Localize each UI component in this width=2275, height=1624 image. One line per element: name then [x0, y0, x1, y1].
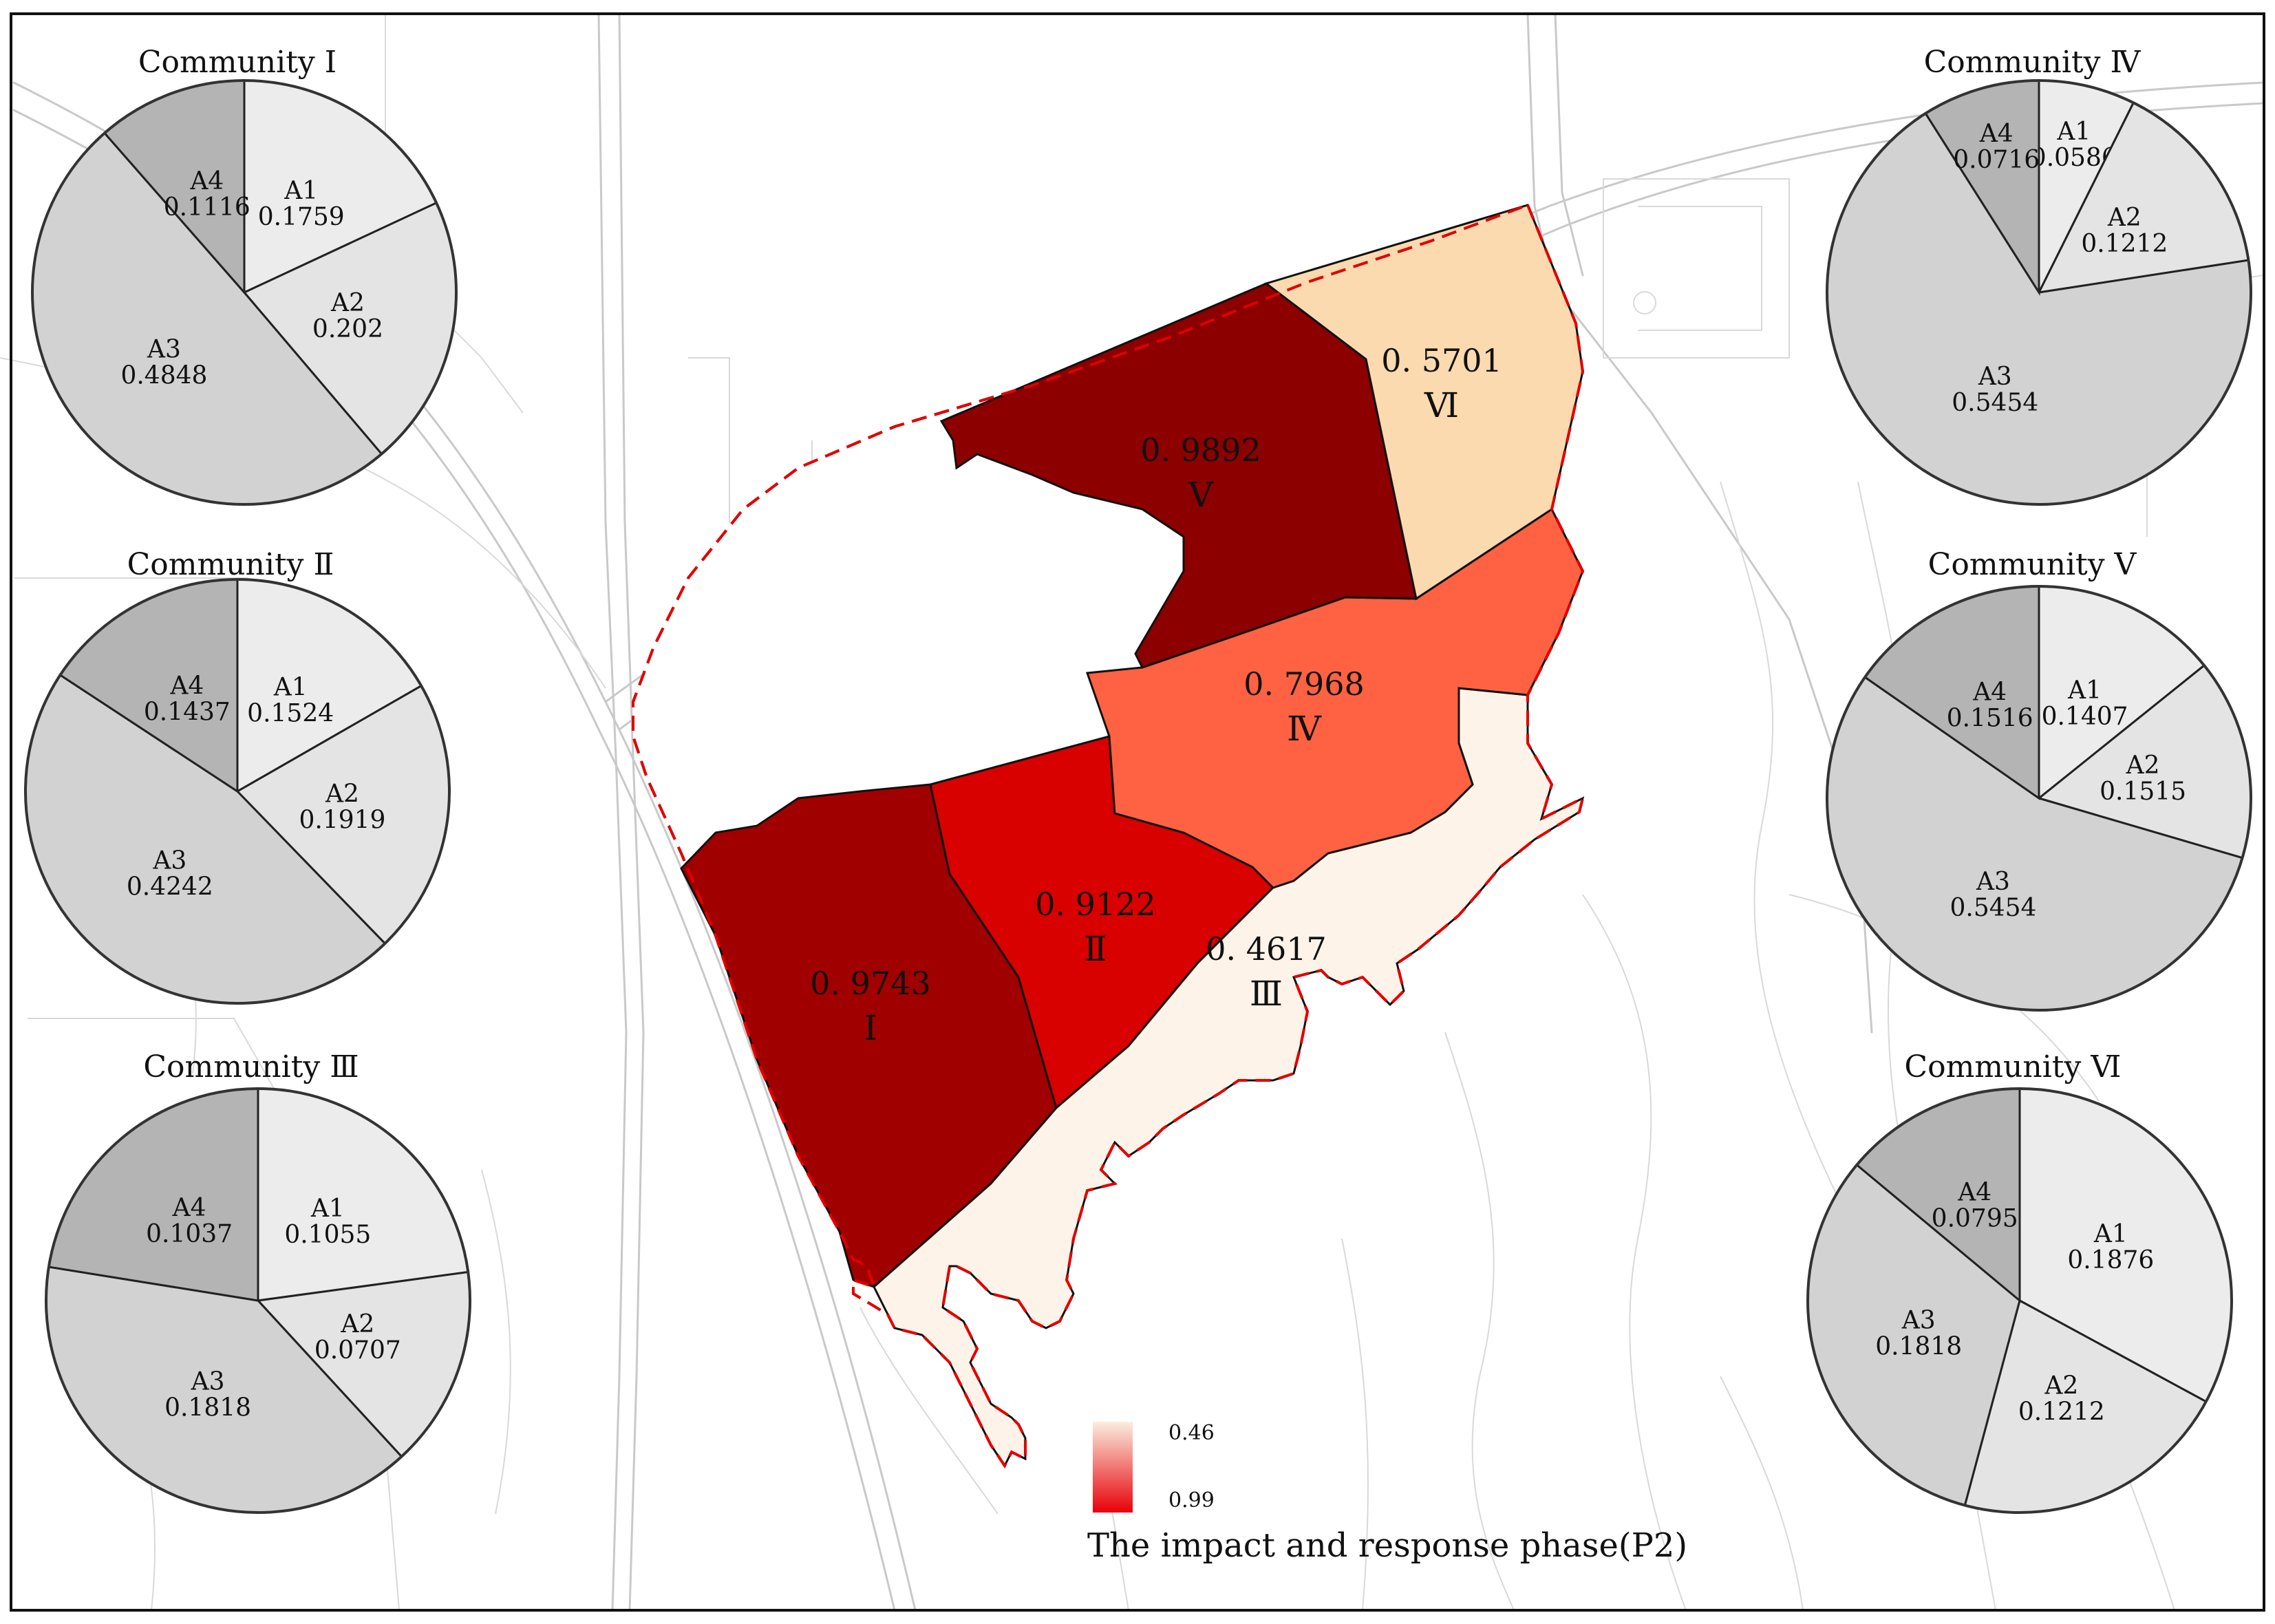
community-3-value-a2: 0.0707 — [314, 1336, 401, 1365]
community-3-label-a3: A3 — [191, 1368, 225, 1396]
study-area-boundary-outline — [632, 203, 1585, 1468]
region-v-value: 0. 9892 — [1140, 431, 1261, 469]
community-1-value-a2: 0.202 — [312, 315, 383, 343]
community-1-label-a4: A4 — [189, 167, 224, 195]
community-2-title: Community Ⅱ — [127, 547, 334, 582]
region-ii-numeral: Ⅱ — [1084, 929, 1107, 969]
community-4-label-a3: A3 — [1978, 363, 2012, 391]
legend-title: The impact and response phase(P2) — [1087, 1526, 1687, 1565]
community-6-label-a2: A2 — [2044, 1371, 2078, 1400]
community-4-label-a4: A4 — [1979, 120, 2014, 148]
community-4-label-a1: A1 — [2056, 118, 2091, 146]
region-vi-numeral: Ⅵ — [1424, 385, 1459, 425]
community-6-value-a1: 0.1876 — [2067, 1246, 2154, 1274]
region-ii-value: 0. 9122 — [1035, 886, 1156, 923]
community-6-value-a2: 0.1212 — [2018, 1398, 2105, 1426]
legend-min-label: 0.99 — [1168, 1488, 1215, 1513]
community-6-label-a3: A3 — [1901, 1307, 1936, 1335]
community-5-value-a1: 0.1407 — [2042, 703, 2128, 731]
community-4-label-a2: A2 — [2107, 204, 2142, 232]
community-6-label-a4: A4 — [1957, 1179, 1991, 1207]
region-i-numeral: Ⅰ — [864, 1008, 877, 1048]
region-vi-value: 0. 5701 — [1381, 342, 1502, 379]
community-5-value-a2: 0.1515 — [2100, 778, 2186, 806]
community-5-label-a2: A2 — [2126, 751, 2160, 780]
community-3-label-a1: A1 — [310, 1195, 345, 1223]
community-3-title: Community Ⅲ — [143, 1049, 359, 1085]
community-1-label-a3: A3 — [147, 336, 181, 364]
community-5-value-a3: 0.5454 — [1950, 894, 2037, 922]
legend-color-ramp — [1093, 1422, 1133, 1513]
community-1-value-a3: 0.4848 — [120, 362, 207, 390]
region-i-value: 0. 9743 — [810, 965, 931, 1002]
community-1-label-a2: A2 — [330, 289, 365, 317]
community-4-title: Community Ⅳ — [1924, 45, 2142, 80]
community-6-label-a1: A1 — [2093, 1220, 2128, 1248]
community-4-pie-outline — [1826, 79, 2252, 506]
community-2-pie: Community Ⅱ A10.1524 A20.1919 A30.4242 A40.1… — [24, 547, 451, 1005]
region-iii-value: 0. 4617 — [1206, 930, 1327, 968]
legend-max-label: 0.46 — [1168, 1421, 1215, 1445]
community-3-value-a1: 0.1055 — [284, 1221, 371, 1249]
community-4-value-a2: 0.1212 — [2081, 230, 2168, 258]
community-3-pie-outline — [45, 1087, 471, 1514]
community-6-value-a4: 0.0795 — [1932, 1205, 2018, 1233]
community-6-pie: Community Ⅵ A10.1876 A20.1212 A30.1818 A40.0… — [1806, 1049, 2233, 1514]
community-2-label-a3: A3 — [152, 847, 186, 875]
region-iv-numeral: Ⅳ — [1287, 709, 1322, 749]
community-2-value-a4: 0.1437 — [144, 698, 231, 726]
community-1-value-a1: 0.1759 — [258, 203, 345, 231]
community-5-pie: Community Ⅴ A10.1407 A20.1515 A30.5454 A40.1… — [1826, 547, 2252, 1012]
community-4-pie: Community ⅣA10.0586A20.1212A30.5454A40.0… — [1826, 45, 2252, 506]
community-6-title: Community Ⅵ — [1904, 1049, 2121, 1085]
region-iii-numeral: Ⅲ — [1250, 974, 1283, 1014]
community-5-title: Community Ⅴ — [1928, 547, 2137, 582]
community-3-label-a2: A2 — [340, 1310, 374, 1338]
region-iv-value: 0. 7968 — [1243, 665, 1365, 703]
community-3-value-a4: 0.1037 — [146, 1220, 233, 1248]
legend: 0.46 0.99 The impact and response phase(… — [1087, 1421, 1687, 1565]
community-1-pie: Community Ⅰ A10.1759 A20.202 A30.4848 A40.11… — [31, 45, 458, 506]
community-4-value-a3: 0.5454 — [1952, 389, 2038, 417]
community-2-value-a1: 0.1524 — [247, 700, 334, 728]
community-5-label-a1: A1 — [2067, 676, 2102, 705]
community-2-value-a2: 0.1919 — [299, 806, 386, 834]
community-3-pie: Community Ⅲ A10.1055 A20.0707 A30.1818 A40.1… — [45, 1049, 471, 1514]
community-3-value-a3: 0.1818 — [164, 1394, 251, 1422]
community-1-label-a1: A1 — [284, 177, 318, 205]
community-5-label-a3: A3 — [1976, 868, 2010, 896]
community-2-pie-outline — [24, 578, 451, 1005]
community-6-value-a3: 0.1818 — [1875, 1333, 1962, 1361]
community-1-title: Community Ⅰ — [138, 45, 337, 80]
community-6-pie-outline — [1806, 1087, 2233, 1514]
community-1-value-a4: 0.1116 — [164, 193, 250, 222]
community-2-label-a4: A4 — [169, 672, 204, 700]
map-frame — [10, 12, 2265, 1612]
community-2-label-a1: A1 — [273, 674, 308, 702]
community-5-value-a4: 0.1516 — [1947, 705, 2033, 733]
community-5-label-a4: A4 — [1972, 679, 2007, 707]
community-3-label-a4: A4 — [172, 1194, 206, 1222]
region-v-numeral: Ⅴ — [1188, 475, 1214, 515]
community-5-pie-outline — [1826, 585, 2252, 1012]
community-2-label-a2: A2 — [325, 780, 359, 808]
community-4-value-a4: 0.0716 — [1953, 146, 2040, 174]
community-1-pie-outline — [31, 79, 458, 506]
community-2-value-a3: 0.4242 — [127, 873, 213, 901]
